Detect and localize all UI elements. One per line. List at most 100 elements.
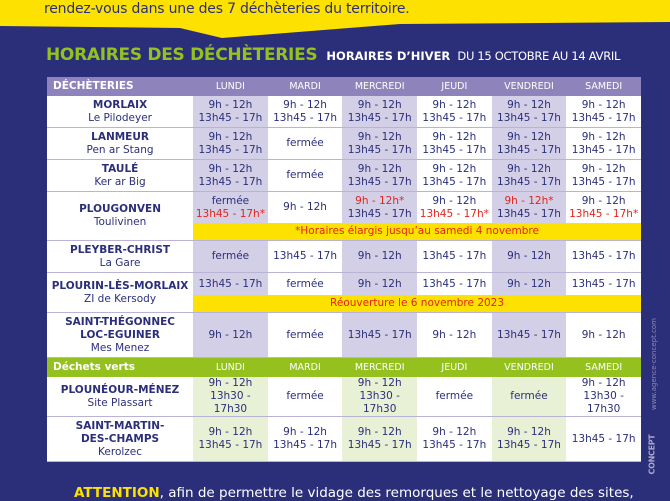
hours-cell: 9h - 12h (342, 272, 418, 295)
col-header-jeudi: JEUDI (417, 357, 492, 377)
site-name: LANMEUR Pen ar Stang (47, 127, 194, 160)
hours-cell: 9h - 12h 13h45 - 17h (491, 96, 567, 128)
hours-cell: 9h - 12h* 13h45 - 17h (342, 191, 418, 223)
hours-cell: 9h - 12h 13h45 - 17h (491, 127, 567, 160)
hours-cell: 9h - 12h 13h45 - 17h (267, 96, 343, 128)
hours-cell: fermée (417, 377, 492, 417)
hours-cell: 9h - 12h 13h45 - 17h (417, 127, 492, 160)
hours-cell: 9h - 12h 13h45 - 17h* (569, 194, 639, 220)
table-row: SAINT-THÉGONNEC LOC-EGUINER Mes Menez 9h -… (47, 312, 641, 358)
table-row: MORLAIX Le Pilodeyer 9h - 12h 13h45 - 17h … (47, 96, 641, 128)
note-row: Réouverture le 6 novembre 2023 (47, 295, 641, 313)
hours-cell: 13h45 - 17h (193, 272, 268, 295)
title-main: HORAIRES DES DÉCHÈTERIES (46, 45, 318, 65)
hours-cell: 13h45 - 17h (422, 277, 487, 290)
hours-cell: 9h - 12h 13h30 - 17h30 (193, 377, 268, 417)
hours-cell: fermée (286, 277, 324, 290)
table-row: PLOURIN-LÈS-MORLAIX ZI de Kersody 13h45 -… (47, 272, 641, 313)
hours-cell: 9h - 12h 13h45 - 17h (267, 416, 343, 462)
credit: www.agence-concept.com CONCEPT (644, 300, 660, 490)
attention-text: , afin de permettre le vidage des remorq… (159, 485, 634, 501)
col-header-jeudi: JEUDI (417, 77, 492, 96)
hours-cell: 9h - 12h 13h45 - 17h (417, 96, 492, 128)
attention-label: ATTENTION (74, 485, 160, 501)
hours-cell: 9h - 12h (193, 312, 268, 358)
col-header-mercredi: MERCREDI (342, 77, 418, 96)
page-title: HORAIRES DES DÉCHÈTERIES HORAIRES D’HIVE… (46, 45, 620, 65)
site-name: PLOUGONVEN Toulivinen (47, 191, 194, 241)
green-waste-header: Déchets verts LUNDI MARDI MERCREDI JEUDI… (47, 357, 641, 377)
hours-cell: 13h45 - 17h (571, 277, 636, 290)
banner-text: rendez-vous dans une des 7 déchèteries d… (44, 1, 410, 17)
title-dates: DU 15 OCTOBRE AU 14 AVRIL (457, 49, 621, 63)
hours-cell: 9h - 12h 13h45 - 17h (342, 159, 418, 192)
table-row: SAINT-MARTIN- DES-CHAMPS Kerolzec 9h - 12h… (47, 416, 641, 462)
hours-cell: 9h - 12h 13h45 - 17h (193, 416, 268, 462)
hours-cell: 13h45 - 17h (566, 240, 641, 273)
hours-cell: 9h - 12h (491, 240, 567, 273)
concept-logo: CONCEPT (647, 434, 657, 475)
hours-cell: 9h - 12h 13h30 - 17h30 (566, 377, 641, 417)
credit-url: www.agence-concept.com (650, 318, 658, 411)
col-header-mardi: MARDI (267, 357, 343, 377)
hours-cell: 9h - 12h (491, 272, 567, 295)
hours-cell: 13h45 - 17h (491, 312, 567, 358)
site-name: PLOUNÉOUR-MÉNEZ Site Plassart (47, 377, 194, 417)
hours-cell: 9h - 12h 13h45 - 17h (566, 159, 641, 192)
hours-cell: 9h - 12h 13h45 - 17h (193, 96, 268, 128)
note-row: *Horaires élargis jusqu’au samedi 4 nove… (47, 223, 641, 241)
hours-cell: fermée (267, 159, 343, 192)
info-banner: rendez-vous dans une des 7 déchèteries d… (0, 0, 670, 38)
attention-notice: ATTENTION, afin de permettre le vidage d… (74, 485, 634, 501)
site-name: SAINT-MARTIN- DES-CHAMPS Kerolzec (47, 416, 194, 462)
col-header-mercredi: MERCREDI (342, 357, 418, 377)
hours-cell: 9h - 12h 13h45 - 17h (491, 159, 567, 192)
table-header: DÉCHÈTERIES LUNDI MARDI MERCREDI JEUDI V… (47, 77, 641, 96)
hours-cell: 9h - 12h 13h45 - 17h (417, 416, 492, 462)
hours-cell: 9h - 12h* 13h45 - 17h (491, 191, 567, 223)
site-name: PLEYBER-CHRIST La Gare (47, 240, 194, 273)
hours-cell: 9h - 12h 13h45 - 17h (566, 96, 641, 128)
hours-cell: fermée (267, 127, 343, 160)
hours-cell: 9h - 12h 13h45 - 17h (342, 416, 418, 462)
hours-cell: 9h - 12h 13h45 - 17h (342, 96, 418, 128)
hours-cell: 9h - 12h (283, 201, 327, 213)
col-header-dechetteries: DÉCHÈTERIES (47, 77, 194, 96)
hours-cell: fermée (491, 377, 567, 417)
table-row: PLOUGONVEN Toulivinen fermée 13h45 - 17h* … (47, 191, 641, 241)
table-row: LANMEUR Pen ar Stang 9h - 12h 13h45 - 17h … (47, 127, 641, 160)
col-header-lundi: LUNDI (193, 77, 268, 96)
hours-cell: fermée (267, 377, 343, 417)
col-header-samedi: SAMEDI (566, 77, 641, 96)
extended-hours-note: *Horaires élargis jusqu’au samedi 4 nove… (193, 223, 641, 241)
table-row: PLEYBER-CHRIST La Gare fermée 13h45 - 17h… (47, 240, 641, 273)
col-header-vendredi: VENDREDI (491, 357, 567, 377)
table-row: PLOUNÉOUR-MÉNEZ Site Plassart 9h - 12h 13h… (47, 377, 641, 417)
hours-cell: fermée (267, 312, 343, 358)
title-season: HORAIRES D’HIVER (326, 49, 451, 63)
site-name: PLOURIN-LÈS-MORLAIX ZI de Kersody (47, 272, 194, 313)
hours-cell: 13h45 - 17h (342, 312, 418, 358)
hours-cell: 9h - 12h 13h45 - 17h (566, 127, 641, 160)
hours-cell: 9h - 12h 13h30 - 17h30 (342, 377, 418, 417)
hours-cell: 13h45 - 17h (267, 240, 343, 273)
col-header-lundi: LUNDI (193, 357, 268, 377)
hours-cell: 9h - 12h 13h45 - 17h* (419, 194, 489, 220)
hours-cell: 9h - 12h (342, 240, 418, 273)
col-header-mardi: MARDI (267, 77, 343, 96)
hours-cell: 13h45 - 17h (417, 240, 492, 273)
site-name: MORLAIX Le Pilodeyer (47, 96, 194, 128)
schedule-table: DÉCHÈTERIES LUNDI MARDI MERCREDI JEUDI V… (47, 77, 641, 462)
col-header-samedi: SAMEDI (566, 357, 641, 377)
hours-cell: 9h - 12h 13h45 - 17h (417, 159, 492, 192)
site-name: SAINT-THÉGONNEC LOC-EGUINER Mes Menez (47, 312, 194, 358)
hours-cell: 9h - 12h 13h45 - 17h (491, 416, 567, 462)
hours-cell: 13h45 - 17h (566, 416, 641, 462)
hours-cell: 9h - 12h 13h45 - 17h (342, 127, 418, 160)
hours-cell: 9h - 12h 13h45 - 17h (193, 127, 268, 160)
hours-cell: fermée (193, 240, 268, 273)
reopening-note: Réouverture le 6 novembre 2023 (193, 295, 641, 313)
col-header-dechets-verts: Déchets verts (47, 357, 194, 377)
site-name: TAULÉ Ker ar Big (47, 159, 194, 192)
hours-cell: fermée 13h45 - 17h* (193, 191, 268, 223)
